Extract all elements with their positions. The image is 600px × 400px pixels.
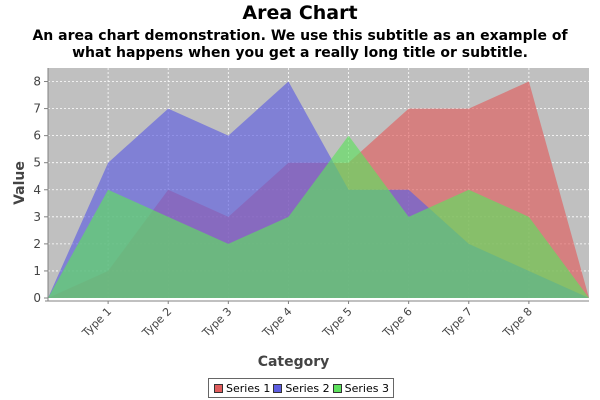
x-tick-label: Type 4 bbox=[259, 305, 294, 340]
x-tick-label: Type 2 bbox=[139, 305, 174, 340]
chart-title: Area Chart bbox=[242, 2, 358, 24]
x-tick-label: Type 6 bbox=[380, 305, 415, 340]
y-axis-label: Value bbox=[12, 161, 28, 205]
x-tick-label: Type 7 bbox=[440, 305, 475, 340]
legend-item-series-1: Series 1 bbox=[214, 382, 270, 395]
y-tick-label: 2 bbox=[33, 237, 41, 251]
legend-label: Series 3 bbox=[344, 381, 389, 395]
legend-item-series-3: Series 3 bbox=[332, 381, 389, 395]
x-tick-label: Type 8 bbox=[500, 305, 535, 340]
y-tick-label: 6 bbox=[33, 129, 41, 143]
legend-label: Series 2 bbox=[285, 381, 330, 395]
legend-label: Series 1 bbox=[226, 381, 271, 395]
legend: Series 1 Series 2 Series 3 bbox=[208, 378, 394, 398]
y-tick-label: 7 bbox=[33, 102, 41, 116]
legend-swatch bbox=[214, 383, 223, 393]
y-tick-label: 8 bbox=[33, 75, 41, 89]
x-tick-label: Type 3 bbox=[199, 305, 234, 340]
y-tick-label: 3 bbox=[33, 210, 41, 224]
legend-item-series-2: Series 2 bbox=[273, 381, 330, 395]
area-series-3 bbox=[48, 135, 589, 298]
y-tick-label: 4 bbox=[33, 183, 41, 197]
x-axis-label: Category bbox=[258, 354, 330, 370]
chart-subtitle: An area chart demonstration. We use this… bbox=[32, 28, 568, 61]
y-tick-label: 1 bbox=[33, 264, 41, 278]
y-tick-label: 5 bbox=[33, 156, 41, 170]
legend-swatch bbox=[332, 383, 342, 393]
x-tick-label: Type 5 bbox=[319, 305, 354, 340]
legend-swatch bbox=[273, 383, 283, 393]
y-tick-label: 0 bbox=[33, 291, 41, 305]
x-tick-label: Type 1 bbox=[79, 305, 114, 340]
